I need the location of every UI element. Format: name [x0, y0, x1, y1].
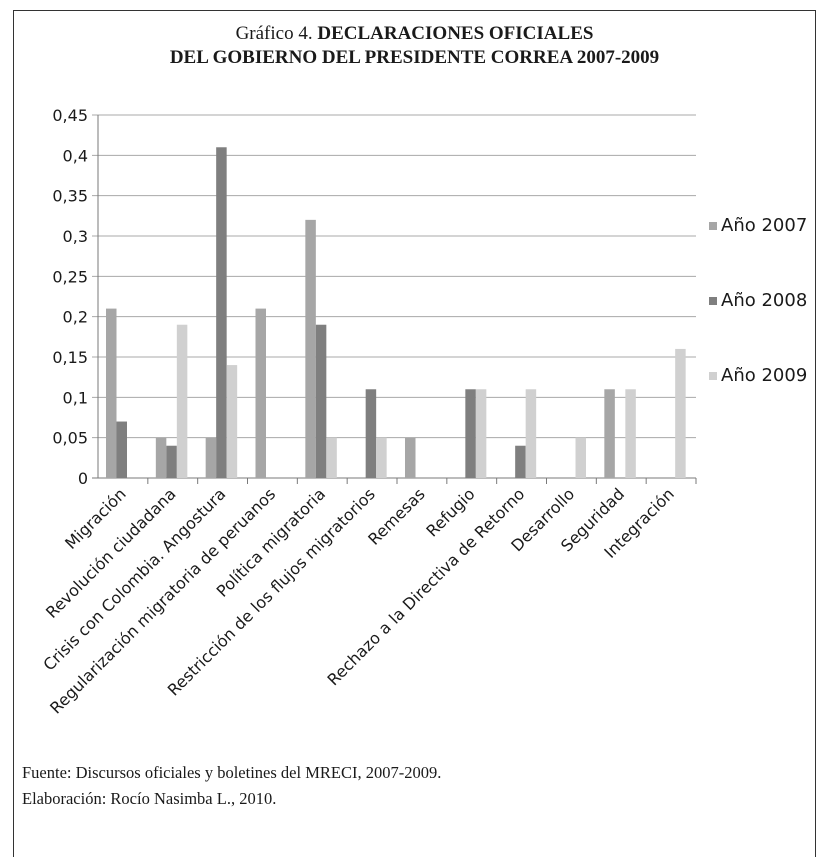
bar — [675, 348, 686, 478]
legend-swatch — [709, 222, 717, 230]
bar — [405, 437, 416, 478]
bar — [475, 389, 487, 478]
bar — [625, 389, 636, 478]
y-tick-label: 0,25 — [52, 267, 88, 286]
source-notes: Fuente: Discursos oficiales y boletines … — [22, 760, 441, 812]
bar — [155, 437, 167, 478]
bars — [106, 147, 686, 478]
legend-label: Año 2008 — [721, 290, 807, 311]
bar — [525, 389, 537, 478]
figure-frame — [13, 10, 816, 857]
legend-swatch — [709, 372, 717, 380]
legend-swatch — [709, 297, 717, 305]
source-text: Fuente: Discursos oficiales y boletines … — [22, 763, 442, 782]
bar — [365, 389, 377, 478]
bar — [575, 437, 586, 478]
bar — [515, 445, 526, 478]
title-line-1: DECLARACIONES OFICIALES — [317, 23, 594, 44]
y-tick-label: 0,45 — [52, 106, 88, 125]
bar — [315, 324, 327, 478]
y-tick-label: 0 — [78, 469, 88, 488]
bar — [176, 324, 188, 478]
bar — [205, 437, 217, 478]
legend-label: Año 2009 — [721, 365, 807, 386]
title-prefix: Gráfico 4. — [235, 23, 313, 44]
credit-text: Elaboración: Rocío Nasimba L., 2010. — [22, 789, 277, 808]
category-label: Crisis con Colombia. Angostura — [39, 484, 229, 674]
y-tick-label: 0,3 — [63, 227, 88, 246]
chart-title: Gráfico 4. DECLARACIONES OFICIALES DEL G… — [13, 22, 816, 70]
y-tick-label: 0,4 — [63, 146, 88, 165]
bar — [116, 421, 127, 478]
y-tick-label: 0,1 — [63, 388, 88, 407]
y-tick-label: 0,2 — [63, 308, 88, 327]
bar — [106, 308, 117, 478]
y-tick-label: 0,15 — [52, 348, 88, 367]
y-tick-label: 0,05 — [52, 429, 88, 448]
bar — [255, 308, 266, 478]
bar — [216, 147, 227, 478]
y-tick-label: 0,35 — [52, 187, 88, 206]
title-line-2: DEL GOBIERNO DEL PRESIDENTE CORREA 2007-… — [169, 47, 660, 68]
legend: Año 2007 Año 2008 Año 2009 — [709, 215, 807, 386]
gridlines — [92, 114, 696, 479]
bar — [376, 437, 387, 478]
bar — [226, 365, 238, 478]
bar — [465, 389, 476, 478]
y-axis: 0 0,05 0,1 0,15 0,2 0,25 0,3 0,35 0,4 0,45 — [52, 106, 99, 488]
bar — [326, 437, 337, 478]
bar — [166, 445, 177, 478]
bar — [305, 219, 316, 478]
bar — [604, 389, 615, 478]
legend-label: Año 2007 — [721, 215, 807, 236]
